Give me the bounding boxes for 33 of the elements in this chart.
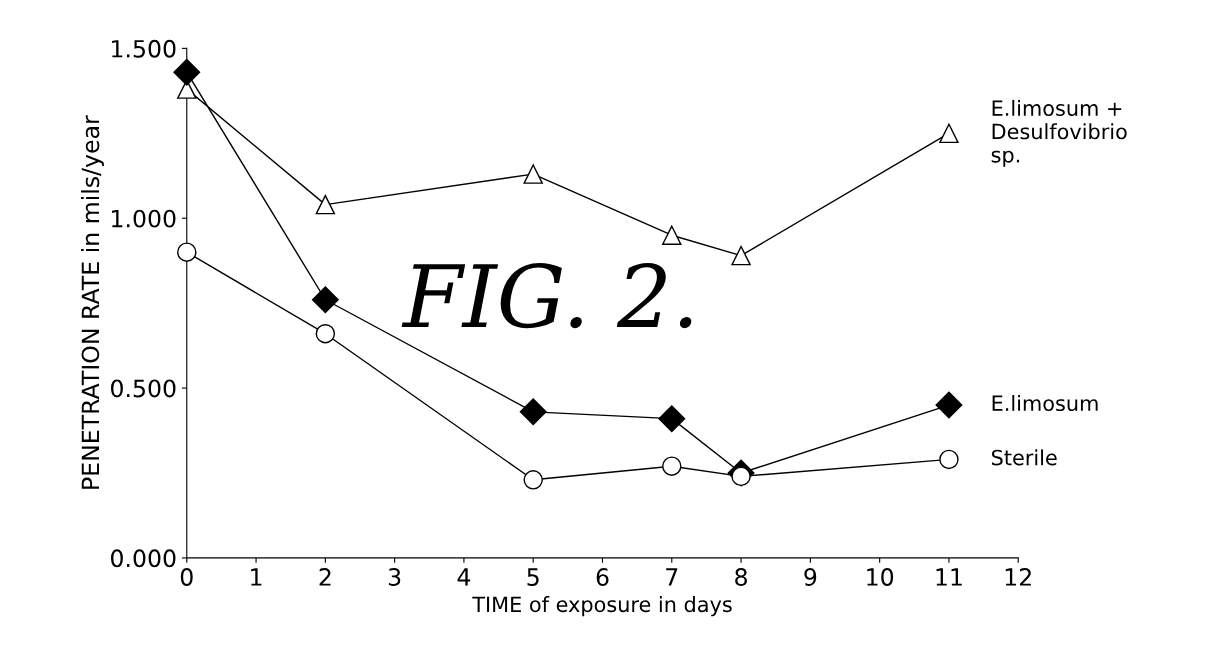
- x-tick-label: 10: [867, 568, 894, 586]
- point: [315, 324, 336, 344]
- x-tick-label: 4: [457, 568, 471, 586]
- x-tick-label: 2: [319, 568, 331, 586]
- x-tick-label: 3: [388, 568, 401, 586]
- point: [177, 242, 197, 262]
- point: [173, 58, 201, 86]
- x-tick-label: 6: [596, 568, 609, 586]
- y-axis-title: PENETRATION RATE in mils/year: [81, 115, 104, 489]
- y-tick-label: 1.500: [112, 39, 176, 58]
- x-tick-label: 5: [527, 568, 539, 586]
- x-axis-title: TIME of exposure in days: [472, 596, 732, 617]
- y-tick-label: 0.500: [111, 379, 176, 398]
- y-tick-label: 0.000: [111, 549, 176, 568]
- annotation: FIG. 2.: [401, 263, 692, 329]
- point: [315, 194, 336, 215]
- x-tick-label: 8: [735, 568, 747, 586]
- point: [523, 470, 543, 490]
- point: [519, 398, 547, 426]
- x-tick-label: 0: [180, 568, 193, 586]
- point: [658, 405, 686, 433]
- point: [662, 456, 682, 476]
- x-tick-label: 1: [251, 568, 262, 586]
- point: [311, 286, 339, 314]
- point: [935, 391, 963, 419]
- series-label: E.limosum: [992, 394, 1098, 412]
- x-tick-label: 7: [666, 568, 678, 586]
- y-tick-label: 1.000: [112, 209, 176, 228]
- x-tick-label: 12: [1005, 568, 1031, 586]
- x-tick-label: 11: [936, 568, 962, 586]
- series-label: Sterile: [991, 449, 1057, 466]
- series-label: E.limosum + Desulfovibrio sp.: [991, 99, 1127, 167]
- x-tick-label: 9: [804, 568, 817, 586]
